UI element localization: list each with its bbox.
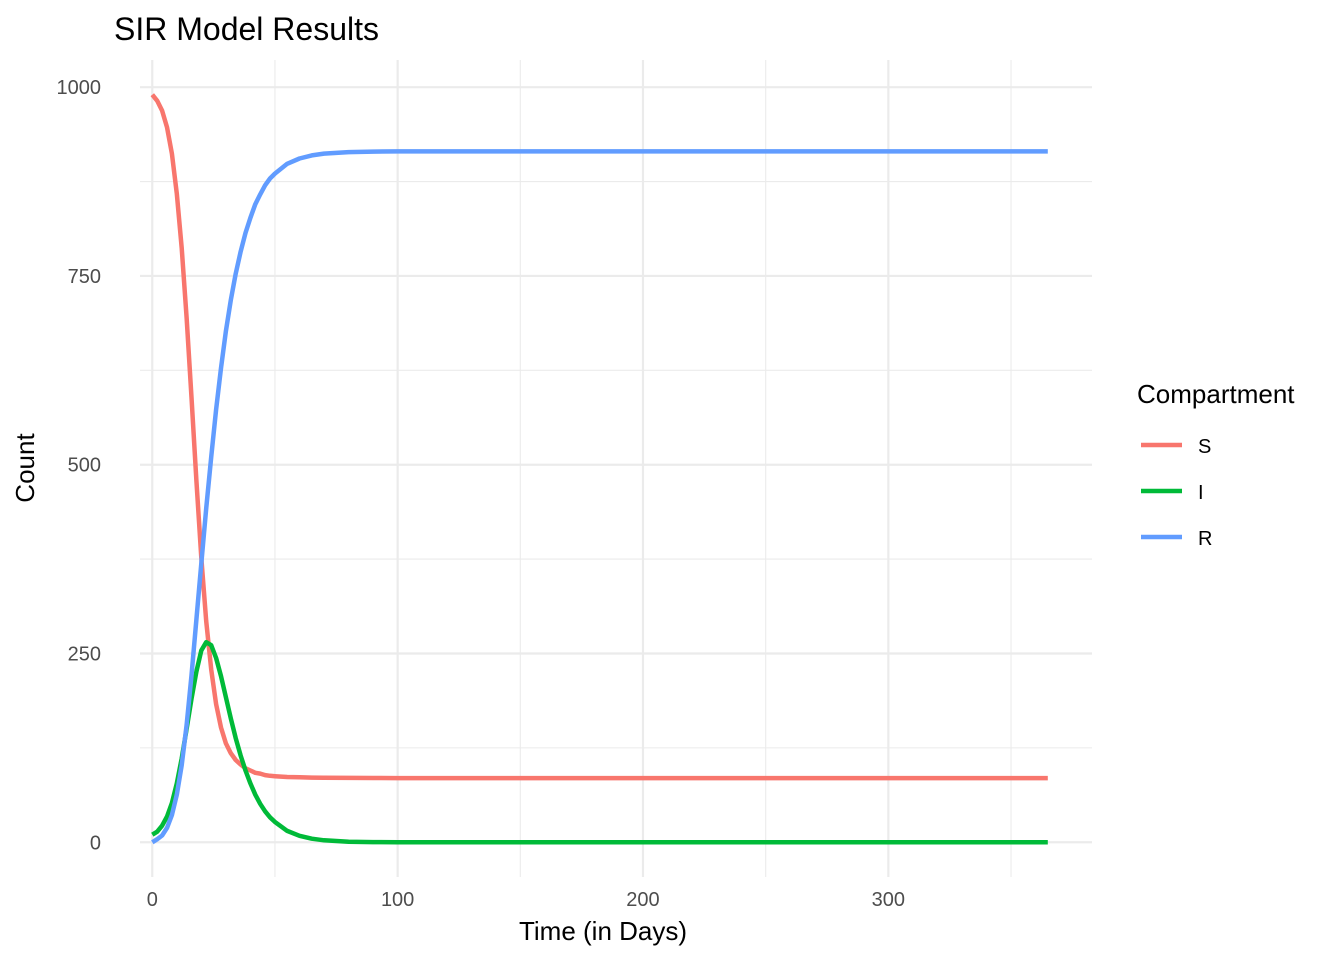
x-tick-label: 100 <box>381 889 414 911</box>
legend-label-s: S <box>1198 436 1211 458</box>
x-tick-label: 200 <box>626 889 659 911</box>
chart-title: SIR Model Results <box>114 11 379 47</box>
x-tick-label: 0 <box>147 889 158 911</box>
series-line-i <box>151 639 1048 845</box>
grid <box>140 60 1092 877</box>
y-tick-label: 750 <box>68 266 101 288</box>
x-tick-labels: 0 100 200 300 <box>147 889 905 911</box>
legend: Compartment S I R <box>1137 379 1295 550</box>
y-tick-label: 1000 <box>57 77 102 99</box>
legend-title: Compartment <box>1137 379 1295 409</box>
y-tick-label: 250 <box>68 643 101 665</box>
legend-items: S I R <box>1141 436 1212 550</box>
series-line-s <box>150 93 1048 781</box>
y-tick-label: 500 <box>68 455 101 477</box>
series-layer <box>150 93 1048 845</box>
y-tick-label: 0 <box>90 832 101 854</box>
x-tick-label: 300 <box>872 889 905 911</box>
y-tick-labels: 0 250 500 750 1000 <box>57 77 102 854</box>
legend-label-i: I <box>1198 482 1204 504</box>
y-axis-title: Count <box>10 433 40 503</box>
series-line-r <box>151 149 1048 845</box>
x-axis-title: Time (in Days) <box>519 916 687 946</box>
legend-label-r: R <box>1198 528 1212 550</box>
